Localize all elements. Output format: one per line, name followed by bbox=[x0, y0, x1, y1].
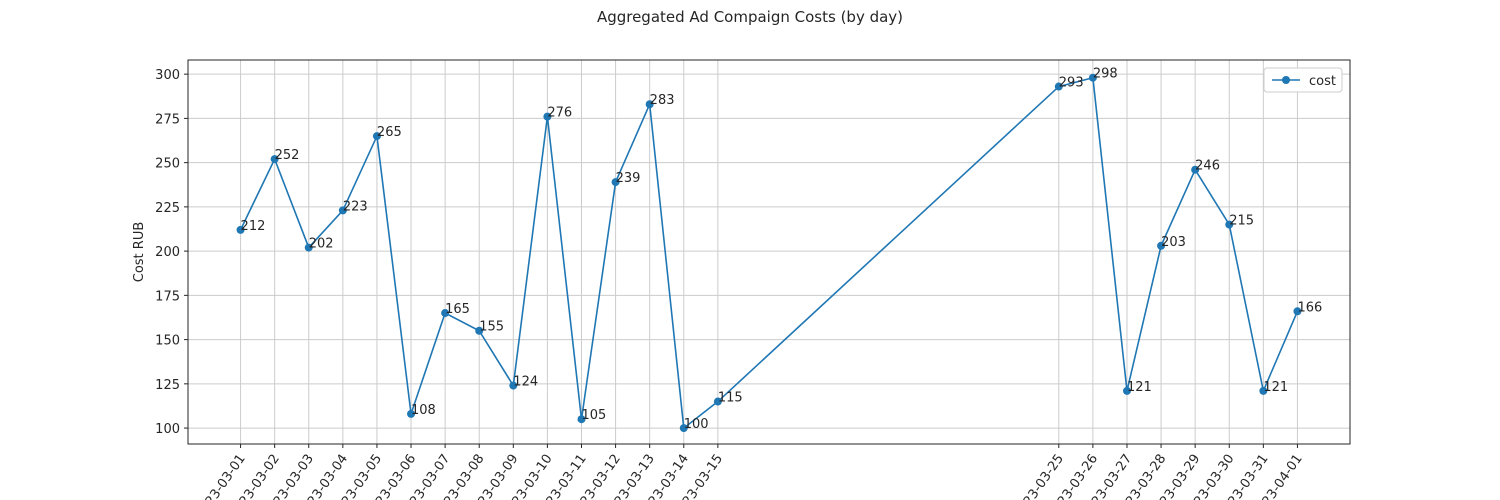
data-point bbox=[236, 225, 245, 234]
chart-title: Aggregated Ad Compaign Costs (by day) bbox=[597, 8, 903, 26]
data-point bbox=[304, 243, 313, 252]
data-label: 276 bbox=[547, 106, 572, 121]
plot-frame bbox=[187, 59, 1351, 445]
data-label: 124 bbox=[513, 375, 538, 390]
data-label: 283 bbox=[650, 93, 675, 108]
data-label: 105 bbox=[581, 408, 606, 423]
data-label: 252 bbox=[275, 148, 300, 163]
data-label: 166 bbox=[1297, 300, 1322, 315]
data-label: 202 bbox=[309, 237, 334, 252]
data-point bbox=[441, 309, 450, 318]
legend: cost bbox=[1263, 67, 1343, 93]
data-point bbox=[611, 178, 620, 187]
data-point bbox=[270, 155, 279, 164]
y-tick-label: 150 bbox=[155, 334, 180, 349]
data-point bbox=[338, 206, 347, 215]
data-point bbox=[1293, 307, 1302, 316]
data-point bbox=[1259, 386, 1268, 395]
data-point bbox=[1088, 73, 1097, 82]
x-tick-label: 2023-03-25 bbox=[1011, 452, 1067, 500]
data-point bbox=[407, 409, 416, 418]
data-label: 293 bbox=[1059, 76, 1084, 91]
data-point bbox=[1191, 165, 1200, 174]
data-label: 265 bbox=[377, 125, 402, 140]
y-axis-label: Cost RUB bbox=[132, 222, 147, 283]
data-label: 215 bbox=[1229, 214, 1254, 229]
data-point bbox=[1157, 241, 1166, 250]
data-label: 121 bbox=[1127, 380, 1152, 395]
data-point bbox=[475, 326, 484, 335]
y-tick-label: 175 bbox=[155, 289, 180, 304]
legend-label: cost bbox=[1309, 74, 1336, 89]
data-point bbox=[509, 381, 518, 390]
data-label: 115 bbox=[718, 391, 743, 406]
data-label: 239 bbox=[616, 171, 641, 186]
y-tick-label: 275 bbox=[155, 112, 180, 127]
data-point bbox=[1122, 386, 1131, 395]
data-point bbox=[713, 397, 722, 406]
data-label: 121 bbox=[1263, 380, 1288, 395]
y-tick-label: 200 bbox=[155, 245, 180, 260]
legend-marker bbox=[1282, 76, 1290, 84]
data-label: 100 bbox=[684, 417, 709, 432]
data-point bbox=[543, 112, 552, 121]
data-point bbox=[679, 424, 688, 433]
data-point bbox=[1054, 82, 1063, 91]
data-label: 203 bbox=[1161, 235, 1186, 250]
data-label: 108 bbox=[411, 403, 436, 418]
data-point bbox=[645, 100, 654, 109]
data-label: 246 bbox=[1195, 159, 1220, 174]
data-label: 212 bbox=[241, 219, 266, 234]
y-tick-label: 300 bbox=[155, 68, 180, 83]
y-tick-label: 125 bbox=[155, 378, 180, 393]
y-tick-label: 225 bbox=[155, 201, 180, 216]
data-label: 155 bbox=[479, 320, 504, 335]
data-label: 223 bbox=[343, 199, 368, 214]
y-tick-label: 100 bbox=[155, 422, 180, 437]
data-label: 165 bbox=[445, 302, 470, 317]
y-tick-label: 250 bbox=[155, 157, 180, 172]
legend-box bbox=[1263, 67, 1343, 93]
data-point bbox=[1225, 220, 1234, 229]
data-point bbox=[372, 132, 381, 141]
x-tick-label: 2023-03-01 bbox=[193, 452, 249, 500]
data-point bbox=[577, 415, 586, 424]
data-label: 298 bbox=[1093, 67, 1118, 82]
